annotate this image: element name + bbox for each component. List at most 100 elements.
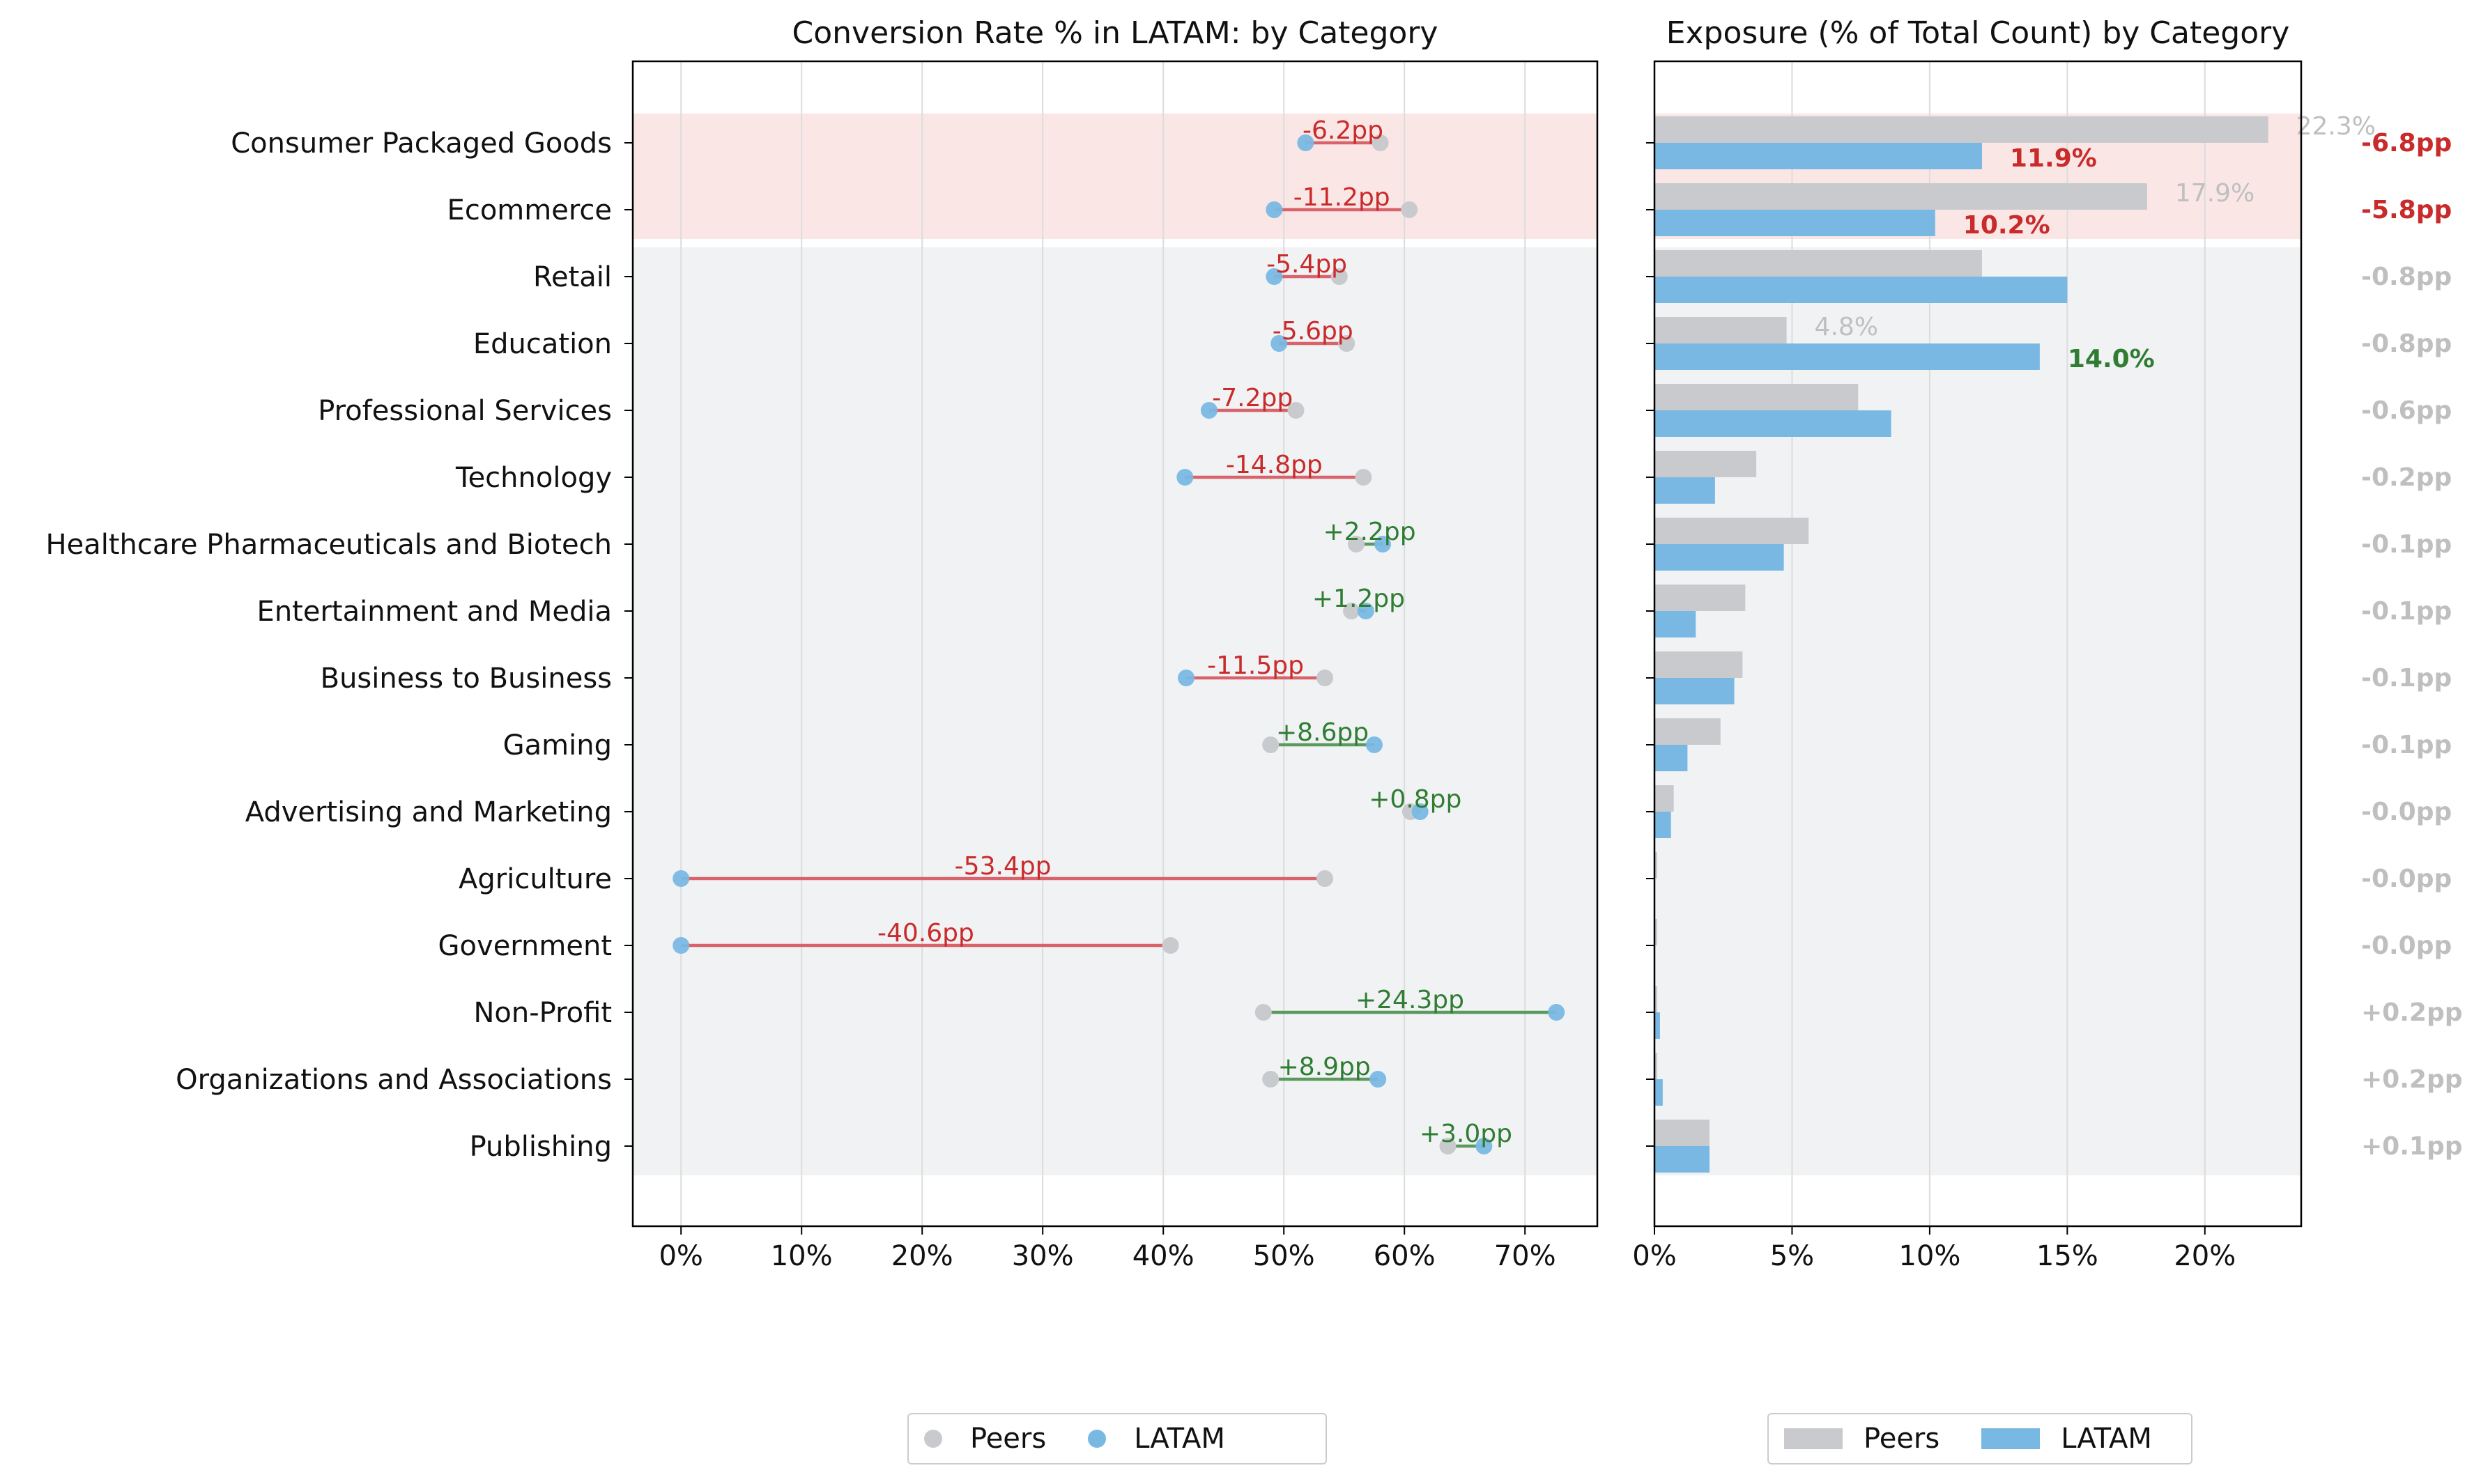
x-tick-label: 30%: [1012, 1240, 1074, 1272]
latam-point: [1369, 1071, 1387, 1088]
chart-title: Conversion Rate % in LATAM: by Category: [792, 15, 1438, 51]
peers-bar: [1654, 785, 1674, 812]
x-tick-label: 40%: [1132, 1240, 1195, 1272]
latam-bar: [1654, 410, 1891, 437]
latam-bar: [1654, 745, 1688, 771]
legend-peers-swatch: [1784, 1428, 1843, 1449]
legend-peers-label: Peers: [970, 1423, 1047, 1455]
gap-annotation: -11.5pp: [1207, 651, 1304, 680]
latam-bar: [1654, 1012, 1660, 1039]
x-tick-label: 20%: [891, 1240, 953, 1272]
peers-point: [1330, 268, 1348, 285]
peers-bar: [1654, 518, 1809, 544]
delta-label: -0.1pp: [2361, 530, 2452, 559]
conversion-rate-panel: 0% 10% 20% 30% 40% 50% 60% 70% Conversion Rate %…: [46, 15, 1599, 1272]
peers-bar: [1654, 116, 2268, 143]
latam-value-label: 14.0%: [2068, 345, 2155, 373]
gap-annotation: +24.3pp: [1355, 986, 1464, 1014]
category-label: Consumer Packaged Goods: [231, 127, 612, 160]
x-tick-label: 10%: [771, 1240, 833, 1272]
gap-annotation: -11.2pp: [1293, 183, 1390, 212]
peers-bar: [1654, 585, 1746, 611]
delta-label: -0.0pp: [2361, 865, 2452, 893]
latam-bar: [1654, 277, 2068, 303]
peers-value-label: 17.9%: [2175, 179, 2255, 208]
latam-bar: [1654, 544, 1784, 571]
gap-annotation: +8.9pp: [1278, 1053, 1371, 1081]
gap-annotation: +0.8pp: [1369, 785, 1461, 814]
plot-frame: [1653, 60, 2303, 1228]
x-tick-label: 0%: [659, 1240, 702, 1272]
delta-label: -0.8pp: [2361, 330, 2452, 358]
legend-item-peers: Peers: [1784, 1423, 1940, 1455]
latam-bar: [1654, 812, 1671, 838]
peers-bar: [1654, 384, 1859, 410]
gap-annotation: -6.2pp: [1303, 116, 1383, 145]
category-label: Entertainment and Media: [257, 596, 612, 628]
x-tick-label: 60%: [1374, 1240, 1436, 1272]
category-label: Healthcare Pharmaceuticals and Biotech: [46, 529, 613, 561]
legend-latam-label: LATAM: [1134, 1423, 1225, 1455]
peers-point: [1162, 937, 1179, 954]
category-label: Agriculture: [459, 863, 612, 895]
latam-point: [1365, 736, 1383, 753]
x-tick-label: 10%: [1898, 1240, 1960, 1272]
peers-point: [1348, 536, 1365, 552]
latam-bar: [1654, 343, 2040, 370]
latam-point: [1475, 1138, 1493, 1154]
legend-item-latam: LATAM: [1088, 1423, 1225, 1455]
category-label: Non-Profit: [473, 997, 612, 1029]
gap-annotation: -40.6pp: [877, 919, 974, 948]
peers-bar: [1654, 451, 1757, 477]
peers-bar: [1654, 718, 1721, 745]
latam-value-label: 10.2%: [1963, 211, 2050, 240]
peers-point: [1343, 603, 1360, 619]
latam-point: [1357, 603, 1374, 619]
peers-point: [1401, 201, 1418, 218]
legend-item-latam: LATAM: [1981, 1423, 2152, 1455]
category-label: Advertising and Marketing: [245, 796, 612, 828]
peers-value-label: 22.3%: [2296, 112, 2376, 141]
x-tick-label: 15%: [2036, 1240, 2098, 1272]
latam-bar: [1654, 1079, 1663, 1106]
category-label: Government: [438, 930, 612, 962]
category-label: Business to Business: [321, 663, 612, 695]
legend-peers-marker: [924, 1430, 942, 1448]
peers-point: [1254, 1004, 1272, 1021]
gap-annotation: +1.2pp: [1312, 585, 1405, 613]
peers-point: [1262, 1071, 1280, 1088]
peers-bar: [1654, 919, 1657, 945]
latam-point: [1297, 134, 1314, 151]
latam-point: [1411, 803, 1429, 820]
category-label: Education: [473, 328, 612, 360]
latam-bar: [1654, 477, 1715, 504]
delta-label: +0.2pp: [2361, 1065, 2462, 1094]
delta-label: -0.6pp: [2361, 396, 2452, 425]
category-label: Ecommerce: [447, 194, 612, 226]
peers-value-label: 4.8%: [1815, 313, 1878, 341]
gap-annotation: -5.4pp: [1266, 250, 1347, 279]
category-label: Gaming: [503, 729, 612, 762]
latam-bar: [1654, 210, 1935, 236]
delta-label: -0.0pp: [2361, 798, 2452, 826]
peers-bar: [1654, 1120, 1710, 1146]
category-label: Professional Services: [318, 395, 612, 427]
x-tick-label: 0%: [1632, 1240, 1676, 1272]
category-label: Technology: [455, 462, 612, 494]
delta-label: -6.8pp: [2361, 129, 2452, 157]
peers-bar: [1654, 852, 1657, 879]
delta-label: -0.1pp: [2361, 664, 2452, 693]
x-tick-label: 50%: [1253, 1240, 1315, 1272]
plot-frame: [631, 60, 1599, 1228]
peers-bar: [1654, 1053, 1657, 1079]
peers-point: [1338, 335, 1355, 352]
x-tick-label: 20%: [2174, 1240, 2236, 1272]
latam-bar: [1654, 611, 1696, 637]
peers-bar: [1654, 317, 1787, 343]
gap-annotation: +8.6pp: [1276, 718, 1369, 747]
category-label: Publishing: [470, 1131, 612, 1163]
latam-point: [1548, 1004, 1565, 1021]
gap-annotation: +3.0pp: [1420, 1120, 1512, 1148]
delta-label: +0.1pp: [2361, 1132, 2462, 1161]
